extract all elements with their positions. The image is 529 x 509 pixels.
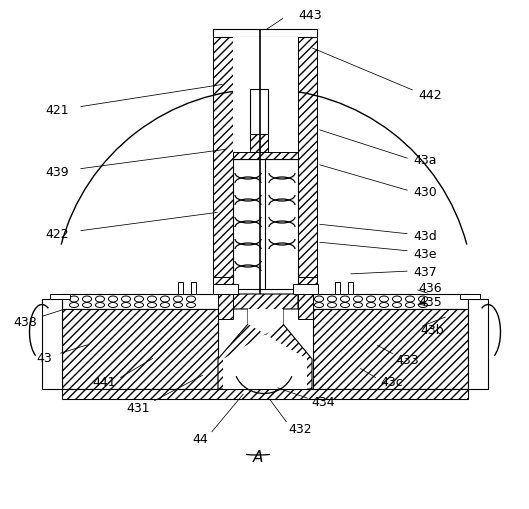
Polygon shape <box>213 30 317 38</box>
Text: 443: 443 <box>298 9 322 21</box>
Text: 431: 431 <box>126 401 150 414</box>
Polygon shape <box>250 135 268 160</box>
Polygon shape <box>268 90 298 160</box>
Text: 438: 438 <box>13 315 37 328</box>
Text: 421: 421 <box>45 103 69 116</box>
Polygon shape <box>213 30 233 294</box>
Polygon shape <box>213 285 238 294</box>
Text: A: A <box>253 449 263 465</box>
Text: 43b: 43b <box>420 323 444 336</box>
Polygon shape <box>460 294 480 299</box>
Polygon shape <box>233 160 298 290</box>
Text: 433: 433 <box>395 353 419 366</box>
Polygon shape <box>293 285 318 294</box>
Polygon shape <box>50 294 70 299</box>
Polygon shape <box>298 294 313 319</box>
Polygon shape <box>233 153 298 160</box>
Text: 43e: 43e <box>413 247 437 260</box>
Polygon shape <box>178 282 183 294</box>
Text: 442: 442 <box>418 89 442 101</box>
Polygon shape <box>233 90 250 135</box>
Polygon shape <box>468 299 488 389</box>
Text: 430: 430 <box>413 186 437 199</box>
Polygon shape <box>233 38 298 297</box>
Polygon shape <box>62 309 218 389</box>
Polygon shape <box>313 309 468 389</box>
Text: 44: 44 <box>192 433 208 445</box>
Text: 43d: 43d <box>413 230 437 243</box>
Polygon shape <box>335 282 340 294</box>
Polygon shape <box>298 277 317 294</box>
Text: 439: 439 <box>45 165 69 178</box>
Polygon shape <box>233 38 298 90</box>
Polygon shape <box>213 277 233 294</box>
Text: 43a: 43a <box>413 153 437 166</box>
Polygon shape <box>348 282 353 294</box>
Text: 43c: 43c <box>381 376 404 389</box>
Polygon shape <box>191 282 196 294</box>
Text: 422: 422 <box>45 227 69 240</box>
Text: 436: 436 <box>418 281 442 294</box>
Polygon shape <box>62 389 468 399</box>
Text: 435: 435 <box>418 296 442 309</box>
Polygon shape <box>298 30 317 294</box>
Polygon shape <box>298 294 468 309</box>
Polygon shape <box>218 294 233 319</box>
Text: 437: 437 <box>413 266 437 279</box>
Text: 434: 434 <box>311 394 335 408</box>
Polygon shape <box>250 90 268 135</box>
Polygon shape <box>218 294 312 389</box>
Polygon shape <box>223 309 307 389</box>
Text: 432: 432 <box>288 422 312 436</box>
Text: 43: 43 <box>36 351 52 364</box>
Text: 441: 441 <box>92 376 116 389</box>
Polygon shape <box>42 299 62 389</box>
Polygon shape <box>62 294 233 309</box>
